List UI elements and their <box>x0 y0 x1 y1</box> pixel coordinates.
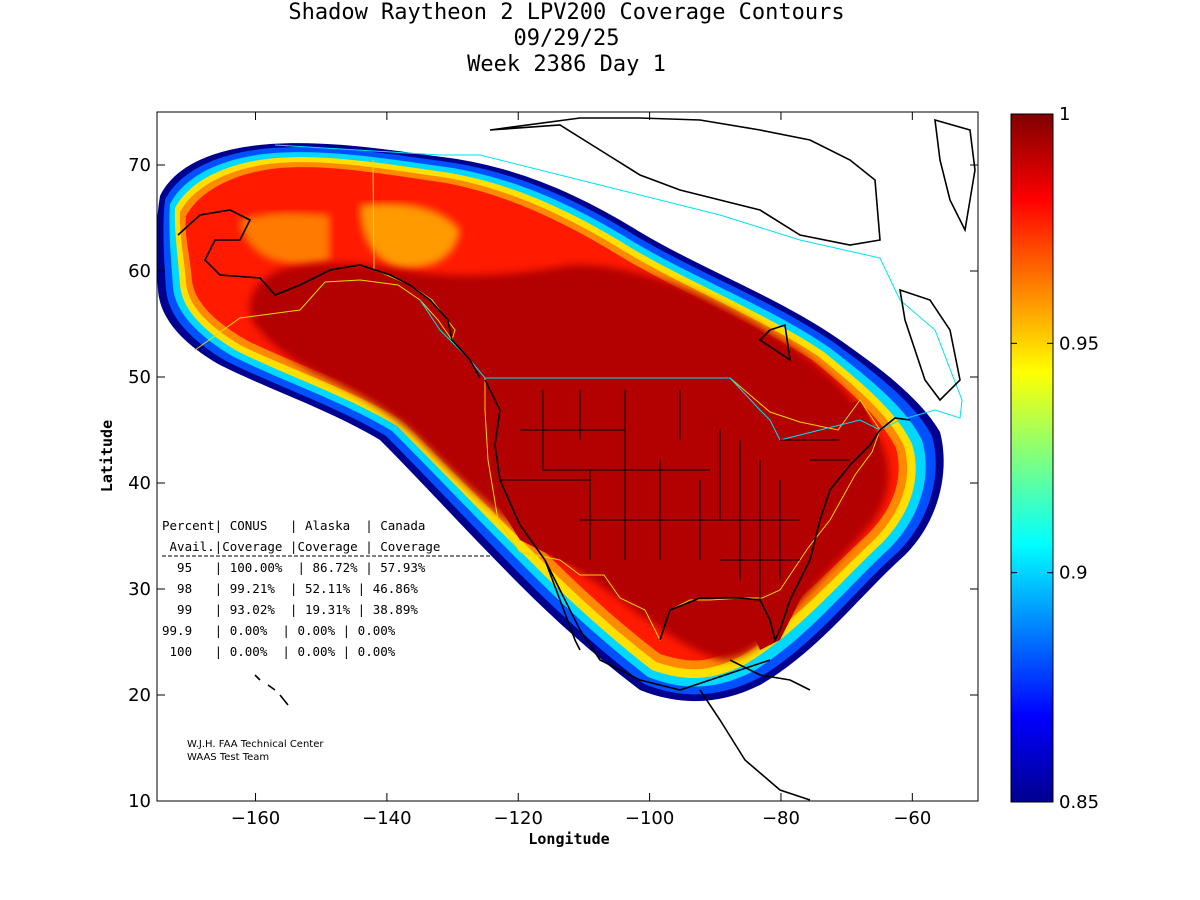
y-tick-label: 70 <box>128 155 151 176</box>
colorbar-tick-label: 0.9 <box>1059 563 1088 584</box>
stats-row: 100 | 0.00% | 0.00% | 0.00% <box>162 644 396 659</box>
plot-frame <box>156 111 979 802</box>
coverage-contours <box>157 143 944 702</box>
colorbar-ticks <box>1011 113 1053 803</box>
stats-header-2: Avail.|Coverage |Coverage | Coverage <box>162 539 440 554</box>
x-tick-label: −140 <box>362 808 411 829</box>
stats-row: 99 | 93.02% | 19.31% | 38.89% <box>162 602 418 617</box>
y-tick-label: 60 <box>128 261 151 282</box>
x-tick-label: −120 <box>494 808 543 829</box>
contour-1.0-conus <box>488 380 880 650</box>
colorbar-tick-label: 0.85 <box>1059 792 1099 813</box>
y-tick-label: 10 <box>128 791 151 812</box>
axis-ticks <box>157 112 978 802</box>
chart-date: 09/29/25 <box>513 26 620 51</box>
x-tick-label: −100 <box>625 808 674 829</box>
coverage-stats-table: Percent| CONUS | Alaska | Canada Avail.|… <box>162 518 490 659</box>
boundary-cyan <box>274 144 963 441</box>
chart-title: Shadow Raytheon 2 LPV200 Coverage Contou… <box>288 0 845 25</box>
coastlines <box>177 117 976 801</box>
colorbar-tick-label: 1 <box>1059 104 1070 125</box>
x-tick-label: −160 <box>231 808 280 829</box>
y-axis-label: Latitude <box>98 420 116 492</box>
colorbar-tick-labels: 1 0.95 0.9 0.85 <box>1059 104 1099 813</box>
state-lines <box>500 390 850 600</box>
credit-line-1: W.J.H. FAA Technical Center <box>187 739 324 750</box>
y-tick-label: 30 <box>128 579 151 600</box>
y-tick-label: 50 <box>128 367 151 388</box>
boundary-yellow <box>194 159 881 642</box>
credit-line-2: WAAS Test Team <box>187 752 269 763</box>
stats-header-1: Percent| CONUS | Alaska | Canada <box>162 518 425 533</box>
colorbar <box>1010 113 1054 803</box>
y-tick-label: 40 <box>128 473 151 494</box>
x-tick-label: −60 <box>893 808 931 829</box>
chart-week-day: Week 2386 Day 1 <box>467 52 666 77</box>
colorbar-tick-label: 0.95 <box>1059 333 1099 354</box>
x-axis-label: Longitude <box>528 830 609 848</box>
y-tick-label: 20 <box>128 685 151 706</box>
contour-canada-orange <box>360 203 460 269</box>
axis-tick-labels: −160 −140 −120 −100 −80 −60 10 20 30 40 50 60 70 <box>128 155 931 829</box>
contour-alaska-orange <box>240 212 330 265</box>
stats-row: 95 | 100.00% | 86.72% | 57.93% <box>162 560 426 575</box>
stats-row: 99.9 | 0.00% | 0.00% | 0.00% <box>162 623 396 638</box>
stats-row: 98 | 99.21% | 52.11% | 46.86% <box>162 581 418 596</box>
x-tick-label: −80 <box>762 808 800 829</box>
